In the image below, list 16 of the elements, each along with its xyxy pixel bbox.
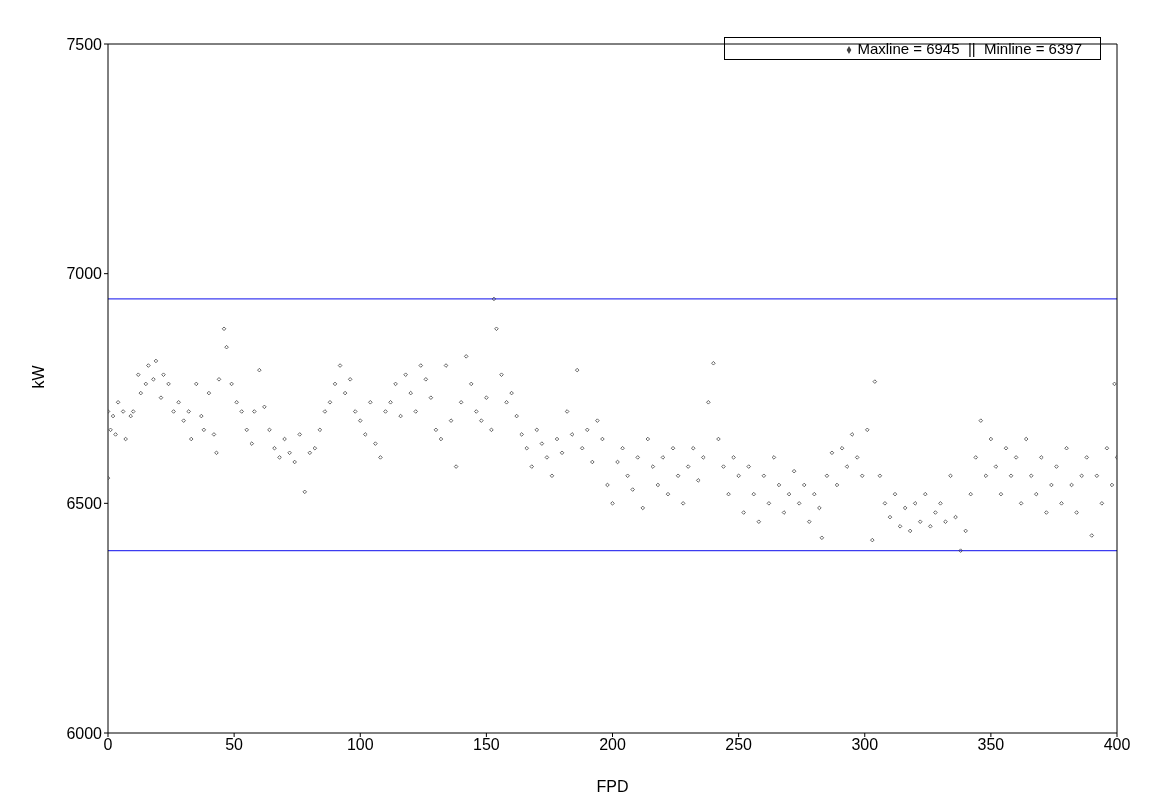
y-tick-label: 6000: [66, 724, 103, 742]
y-tick-label: 7500: [66, 35, 103, 53]
y-tick-label: 6500: [66, 495, 103, 513]
x-tick-label: 350: [977, 736, 1005, 754]
x-axis-title: FPD: [596, 778, 629, 795]
x-tick-label: 400: [1103, 736, 1131, 754]
x-tick-label: 100: [346, 736, 374, 754]
x-tick-label: 50: [225, 736, 244, 754]
x-tick-label: 150: [473, 736, 500, 754]
x-tick-label: 0: [103, 736, 113, 754]
x-tick-label: 300: [851, 736, 879, 754]
x-tick-label: 250: [725, 736, 753, 754]
y-tick-label: 7000: [66, 265, 103, 283]
y-axis-title: kW: [29, 364, 47, 389]
x-tick-label: 200: [599, 736, 626, 754]
legend-label: Maxline = 6945 || Minline = 6397: [857, 40, 1082, 57]
